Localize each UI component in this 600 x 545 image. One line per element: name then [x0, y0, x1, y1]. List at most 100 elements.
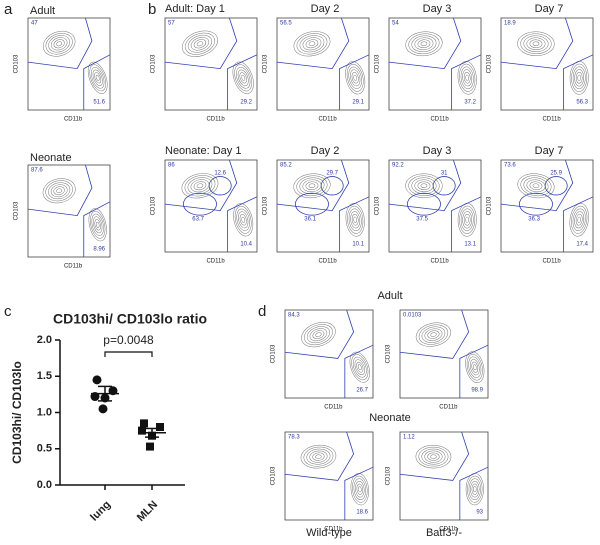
gate-value: 12.6 — [214, 170, 226, 176]
y-axis-label: CD103 — [375, 54, 381, 73]
contour — [56, 41, 63, 47]
gate-value: 84.3 — [288, 313, 300, 319]
gate — [294, 192, 329, 216]
contour — [408, 175, 440, 196]
plot-frame — [27, 17, 111, 111]
contour — [417, 181, 431, 190]
contour — [577, 216, 582, 223]
contour — [465, 473, 484, 506]
plot-frame — [27, 164, 111, 258]
contour — [312, 452, 325, 461]
contours — [42, 30, 108, 94]
gate — [27, 17, 93, 70]
gate — [500, 17, 574, 70]
x-axis-label: CD11b — [542, 259, 561, 265]
x-axis-label: CD11b — [318, 259, 337, 265]
plot-title: Neonate: Day 1 — [165, 145, 241, 157]
plot-title: Adult — [30, 5, 55, 17]
y-axis-label: CD103 — [375, 196, 381, 215]
plot-frame — [388, 17, 482, 111]
gate-value: 85.2 — [280, 163, 292, 169]
contour — [420, 183, 428, 189]
contour — [427, 452, 440, 461]
contour — [460, 208, 474, 232]
gate-value: 10.1 — [352, 242, 364, 248]
contour — [95, 74, 100, 81]
contour — [234, 64, 253, 92]
contour — [349, 351, 370, 383]
x-axis-label: CD11b — [430, 117, 449, 123]
x-axis-label: CD11b — [64, 117, 83, 123]
contour — [234, 205, 252, 234]
panel-label: a — [4, 1, 13, 18]
plot-title: Day 7 — [535, 145, 564, 157]
x-axis-label: CD11b — [206, 259, 225, 265]
contour — [306, 448, 331, 465]
contour — [45, 180, 73, 202]
column-label: Wild-type — [306, 527, 352, 539]
gate-value: 18.6 — [356, 510, 368, 516]
x-axis-label: CD11b — [439, 527, 458, 533]
plot-frame — [276, 159, 370, 253]
contour — [239, 72, 247, 84]
plot-title: Day 7 — [535, 3, 564, 15]
gate-value: 47 — [31, 21, 38, 27]
gate-value: 56.3 — [576, 100, 588, 106]
contour — [575, 72, 583, 84]
contour — [569, 60, 589, 95]
contour — [517, 173, 555, 199]
contour — [411, 177, 437, 194]
contour — [236, 66, 251, 89]
contours — [300, 444, 369, 506]
contour — [190, 37, 210, 51]
gate-value: 36.3 — [528, 216, 540, 222]
contour — [571, 205, 588, 234]
gate — [276, 159, 350, 212]
contour — [239, 214, 247, 226]
contour — [411, 35, 437, 53]
gate-value: 56.5 — [280, 21, 292, 27]
gate — [388, 159, 462, 212]
contours — [293, 173, 365, 237]
gate-value: 31 — [441, 170, 448, 176]
contour — [463, 214, 471, 226]
contour — [418, 446, 449, 467]
contour — [354, 359, 365, 376]
gate — [399, 309, 470, 359]
contour — [353, 216, 358, 223]
plot-frame — [164, 159, 258, 253]
contour — [196, 183, 204, 189]
panel-label: b — [148, 1, 156, 18]
contour — [302, 179, 322, 193]
contour — [351, 354, 369, 381]
contour — [468, 478, 481, 501]
gate-value: 25.9 — [550, 170, 562, 176]
contour — [465, 351, 485, 384]
gate-value: 37.5 — [416, 216, 428, 222]
contour — [193, 39, 207, 49]
gate-value: 98.9 — [471, 388, 483, 394]
x-axis-label: CD11b — [430, 259, 449, 265]
contours — [405, 31, 477, 95]
contour — [526, 179, 546, 193]
contour — [473, 364, 477, 371]
gate-value: 26.7 — [356, 388, 368, 394]
y-tick-label: 0.5 — [37, 443, 52, 455]
gate — [320, 176, 344, 196]
contour — [471, 361, 479, 373]
x-axis-label: CD11b — [206, 117, 225, 123]
x-axis-label: CD11b — [318, 117, 337, 123]
contour — [56, 188, 63, 194]
contour — [312, 330, 325, 339]
contour — [302, 37, 322, 51]
contour — [296, 175, 328, 197]
contour — [572, 208, 586, 232]
gate — [451, 54, 482, 110]
contour — [405, 31, 443, 57]
contour — [459, 63, 476, 92]
y-axis-label: CD103 — [151, 196, 157, 215]
data-point — [92, 375, 102, 385]
y-tick-label: 0.0 — [37, 479, 52, 491]
plot-frame — [164, 17, 258, 111]
x-axis-label: CD11b — [324, 405, 343, 411]
